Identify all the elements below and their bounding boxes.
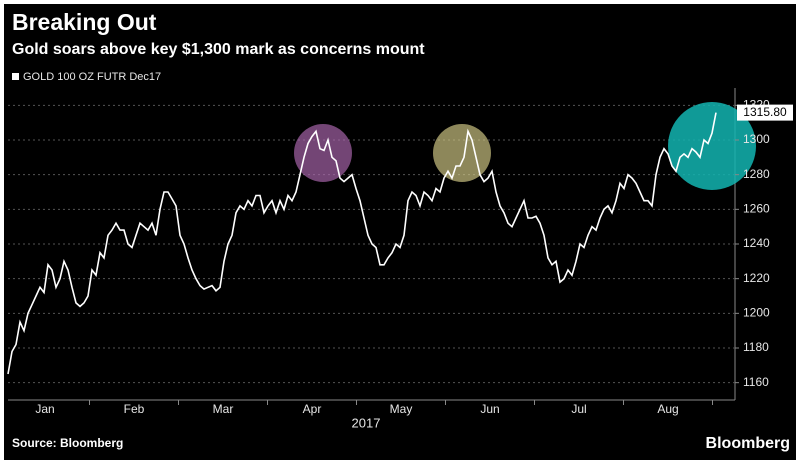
source: Source: Bloomberg bbox=[12, 436, 123, 450]
highlight-circle bbox=[668, 102, 756, 190]
x-tick-label: Jan bbox=[35, 402, 54, 416]
legend-label: GOLD 100 OZ FUTR Dec17 bbox=[23, 71, 161, 83]
x-tick-label: Aug bbox=[657, 402, 678, 416]
highlight-circle bbox=[433, 124, 491, 182]
y-tick-label: 1260 bbox=[743, 202, 770, 216]
background bbox=[4, 4, 796, 460]
y-tick-label: 1160 bbox=[743, 375, 769, 389]
x-tick-label: Apr bbox=[303, 402, 322, 416]
y-tick-label: 1200 bbox=[743, 306, 770, 320]
x-tick-label: Jun bbox=[480, 402, 499, 416]
last-value-label: 1315.80 bbox=[743, 105, 787, 119]
x-tick-label: Mar bbox=[213, 402, 234, 416]
last-value-box bbox=[737, 104, 793, 121]
highlight-circle bbox=[294, 124, 352, 182]
y-tick-label: 1280 bbox=[743, 167, 770, 181]
x-axis-year: 2017 bbox=[352, 415, 381, 430]
y-tick-label: 1300 bbox=[743, 132, 770, 146]
y-tick-label: 1220 bbox=[743, 271, 770, 285]
legend-swatch bbox=[12, 73, 19, 80]
y-tick-label: 1240 bbox=[743, 236, 770, 250]
line-series bbox=[7, 112, 717, 375]
x-tick-label: Jul bbox=[571, 402, 586, 416]
y-tick-label: 1180 bbox=[743, 340, 769, 354]
chart-title: Breaking Out bbox=[12, 9, 157, 35]
x-tick-label: Feb bbox=[124, 402, 145, 416]
chart-subtitle: Gold soars above key $1,300 mark as conc… bbox=[12, 41, 425, 58]
brand-logo: Bloomberg bbox=[706, 435, 790, 452]
x-tick-label: May bbox=[390, 402, 413, 416]
